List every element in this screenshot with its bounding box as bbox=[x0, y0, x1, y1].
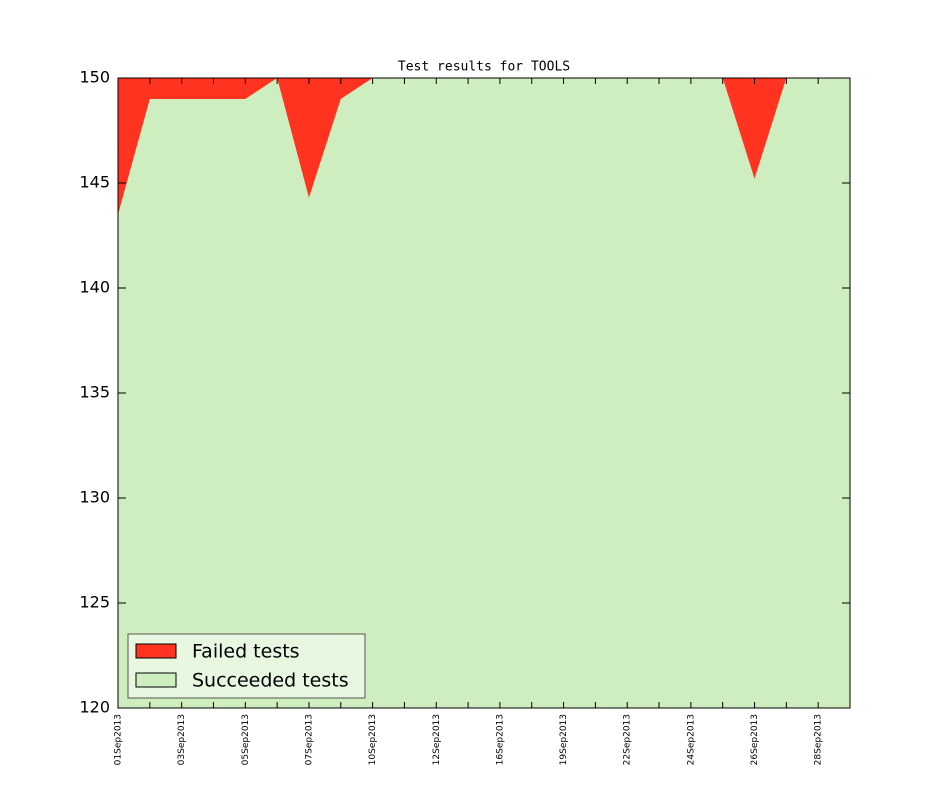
x-tick-label: 24Sep2013 bbox=[686, 714, 696, 765]
x-tick-label: 01Sep2013 bbox=[114, 714, 124, 765]
chart-title: Test results for TOOLS bbox=[398, 60, 570, 75]
area bbox=[118, 78, 850, 708]
x-tick-label: 28Sep2013 bbox=[814, 714, 824, 765]
area bbox=[118, 78, 850, 215]
legend-label: Succeeded tests bbox=[192, 670, 349, 692]
y-tick-label: 130 bbox=[79, 488, 110, 507]
x-tick-label: 19Sep2013 bbox=[559, 714, 569, 765]
x-tick-label: 10Sep2013 bbox=[368, 714, 378, 765]
y-tick-label: 150 bbox=[79, 68, 110, 87]
x-tick-label: 26Sep2013 bbox=[750, 714, 760, 765]
axes: 120 125 130 135 140 145 150 01Sep2013 03Sep2013 0… bbox=[79, 68, 851, 765]
x-tick-label: 05Sep2013 bbox=[241, 714, 251, 765]
legend-swatch bbox=[135, 643, 177, 659]
plot-area bbox=[118, 78, 850, 708]
x-tick-label: 22Sep2013 bbox=[623, 714, 633, 765]
x-tick-label: 16Sep2013 bbox=[495, 714, 505, 765]
y-tick-label: 125 bbox=[79, 593, 110, 612]
legend-swatch bbox=[135, 672, 177, 688]
y-tick-label: 135 bbox=[79, 383, 110, 402]
x-tick-label: 07Sep2013 bbox=[304, 714, 314, 765]
y-tick-label: 140 bbox=[79, 278, 110, 297]
legend: Failed tests Succeeded tests bbox=[127, 633, 366, 699]
x-tick-label: 03Sep2013 bbox=[177, 714, 187, 765]
x-tick-label: 12Sep2013 bbox=[432, 714, 442, 765]
y-tick-label: 145 bbox=[79, 173, 110, 192]
legend-label: Failed tests bbox=[192, 641, 300, 663]
y-tick-label: 120 bbox=[79, 698, 110, 717]
